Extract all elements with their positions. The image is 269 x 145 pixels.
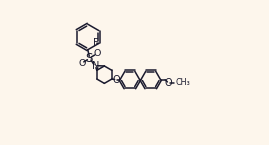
Text: O: O — [165, 78, 172, 88]
Text: F: F — [93, 38, 98, 48]
Text: O: O — [93, 49, 101, 58]
Text: N: N — [92, 61, 99, 71]
Text: S: S — [86, 52, 93, 65]
Text: CH₃: CH₃ — [176, 78, 190, 87]
Text: O: O — [112, 75, 120, 85]
Text: O: O — [78, 59, 86, 68]
